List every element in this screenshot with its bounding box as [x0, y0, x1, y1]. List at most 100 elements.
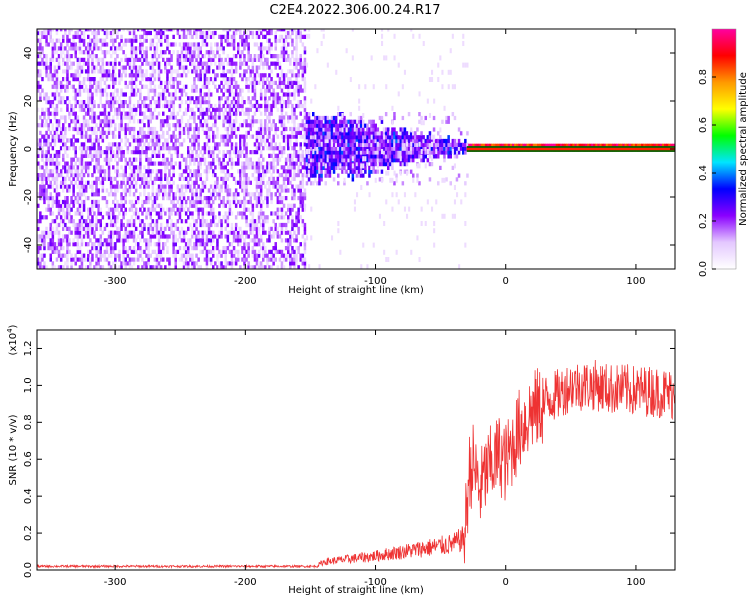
spectrogram-cell: [53, 80, 57, 85]
spectrogram-cell: [172, 242, 175, 247]
spectrogram-cell: [99, 165, 102, 170]
spectrogram-cell: [270, 196, 273, 201]
spectrogram-cell: [147, 196, 150, 201]
spectrogram-cell: [195, 103, 198, 109]
spectrogram-cell: [39, 265, 42, 269]
spectrogram-cell: [114, 134, 117, 139]
spectrogram-cell: [176, 138, 180, 143]
spectrogram-cell: [353, 119, 357, 124]
spectrogram-cell: [332, 131, 336, 136]
spectrogram-cell: [303, 230, 307, 235]
spectrogram-cell: [295, 130, 298, 135]
spectrogram-cell: [80, 134, 84, 139]
spectrogram-cell: [107, 146, 111, 151]
spectrogram-cell: [55, 199, 59, 205]
spectrogram-cell: [253, 226, 257, 231]
spectrogram-cell: [237, 226, 240, 231]
spectrogram-cell: [51, 103, 55, 109]
spectrogram-cell: [214, 84, 217, 89]
spectrogram-cell: [184, 211, 188, 216]
spectrogram-cell: [45, 92, 48, 97]
spectrogram-cell: [91, 61, 94, 66]
spectrogram-cell: [139, 207, 142, 212]
spectrogram-cell: [68, 184, 71, 189]
spectrogram-cell: [191, 42, 194, 47]
spectrogram-cell: [59, 246, 63, 251]
spectrogram-cell: [341, 135, 344, 140]
spectrogram-cell: [59, 138, 63, 143]
spectrogram-cell: [341, 142, 344, 147]
spectrogram-cell: [172, 146, 175, 151]
spectrogram-cell: [259, 265, 263, 269]
spectrogram-cell: [78, 88, 82, 93]
spectrogram-cell: [293, 29, 296, 32]
spectrogram-cell: [191, 107, 194, 112]
spectrogram-cell: [295, 57, 298, 62]
spectrogram-cell: [37, 38, 40, 43]
spectrogram-cell: [120, 157, 123, 162]
spectrogram-cell: [222, 65, 225, 70]
spectrogram-cell: [107, 119, 111, 124]
spectrogram-cell: [109, 242, 113, 247]
spectrogram-cell: [141, 54, 144, 59]
spectrogram-cell: [78, 100, 82, 105]
spectrogram-cell: [205, 199, 209, 205]
spectrogram-cell: [78, 211, 82, 216]
spectrogram-cell: [147, 30, 150, 36]
spectrogram-cell: [207, 188, 211, 193]
spectrogram-cell: [184, 111, 188, 116]
spectrogram-cell: [339, 146, 342, 151]
spectrogram-cell: [228, 173, 232, 178]
spectrogram-cell: [107, 207, 111, 212]
spectrogram-cell: [120, 192, 123, 197]
spectrogram-cell: [309, 127, 313, 132]
spectrogram-cell: [41, 61, 44, 66]
spectrogram-cell: [91, 242, 94, 247]
spectrogram-cell: [107, 192, 111, 197]
spectrogram-cell: [109, 249, 113, 254]
spectrogram-cell: [293, 107, 296, 112]
spectrogram-cell: [91, 38, 94, 43]
spectrogram-cell: [291, 111, 294, 116]
spectrogram-cell: [284, 126, 288, 132]
spectrogram-cell: [241, 246, 244, 251]
spectrogram-cell: [264, 103, 267, 109]
spectrogram-cell: [178, 173, 182, 178]
spectrogram-cell: [214, 142, 217, 147]
spectrogram-cell: [72, 257, 75, 262]
spectrogram-cell: [226, 103, 230, 109]
spectrogram-cell: [228, 192, 232, 197]
spectrogram-cell: [303, 238, 307, 243]
spectrogram-cell: [282, 38, 286, 43]
spectrogram-cell: [168, 80, 171, 85]
spectrogram-cell: [124, 38, 127, 43]
spectrogram-cell: [295, 77, 298, 82]
spectrogram-cell: [124, 65, 127, 70]
spectrogram-cell: [84, 146, 88, 151]
spectrogram-cell: [362, 135, 365, 140]
spectrogram-cell: [278, 100, 282, 105]
spectrogram-cell: [282, 138, 286, 143]
spectrogram-cell: [239, 34, 242, 39]
spectrogram-cell: [74, 257, 77, 262]
spectrogram-cell: [305, 123, 309, 128]
spectrogram-cell: [309, 173, 313, 178]
spectrogram-cell: [82, 34, 86, 39]
spectrogram-cell: [255, 176, 259, 181]
spectrogram-cell: [145, 242, 148, 247]
spectrogram-cell: [195, 169, 198, 174]
spectrogram-cell: [193, 126, 196, 132]
spectrogram-cell: [166, 176, 169, 181]
spectrogram-cell: [112, 84, 115, 89]
spectrogram-cell: [184, 123, 188, 128]
spectrogram-cell: [74, 242, 77, 247]
spectrogram-cell: [287, 238, 290, 243]
spectrogram-cell: [314, 162, 317, 167]
spectrogram-cell: [376, 138, 380, 144]
spectrogram-cell: [47, 184, 50, 189]
spectrogram-cell: [259, 184, 263, 189]
spectrogram-cell: [126, 219, 130, 224]
spectrogram-cell: [118, 173, 121, 178]
spectrogram-cell: [272, 165, 275, 170]
spectrogram-cell: [224, 188, 227, 193]
